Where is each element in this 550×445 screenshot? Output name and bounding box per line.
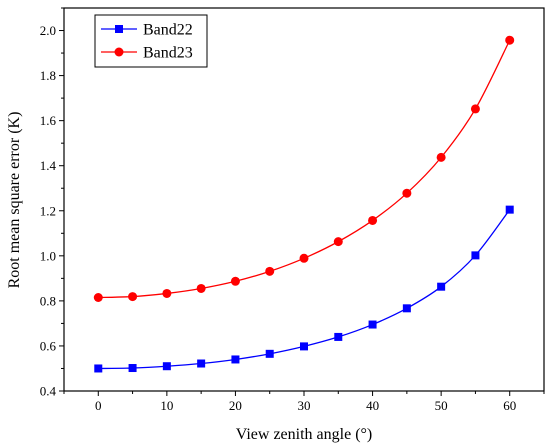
x-axis-ticks: 0 10 20 30 40 50 60	[63, 391, 545, 413]
band22-point	[265, 349, 274, 358]
band22-point	[437, 282, 446, 291]
y-tick-label: 1.4	[40, 158, 57, 173]
band23-point	[368, 215, 378, 225]
y-tick-label: 0.8	[40, 293, 56, 308]
y-tick-label: 0.4	[40, 384, 57, 399]
band23-point	[162, 288, 172, 298]
legend-band22-marker	[115, 25, 123, 33]
band23-point	[230, 276, 240, 286]
band22-point	[162, 362, 171, 371]
legend-band23-label: Band23	[143, 45, 193, 62]
band22-point	[197, 359, 206, 368]
band22-point	[231, 355, 240, 364]
x-tick-label: 50	[435, 398, 448, 413]
x-tick-label: 20	[229, 398, 242, 413]
legend-box	[94, 14, 208, 68]
band23-point	[196, 283, 206, 293]
band22-point	[300, 342, 308, 351]
legend: Band22 Band23	[94, 14, 208, 68]
y-tick-label: 1.2	[40, 203, 56, 218]
band22-point	[471, 251, 480, 260]
band22-point	[402, 304, 411, 313]
band23-point	[333, 237, 343, 247]
x-tick-label: 10	[160, 398, 173, 413]
y-axis-title: Root mean square error (K)	[6, 112, 23, 289]
y-tick-label: 2.0	[40, 23, 56, 38]
band23-point	[265, 266, 275, 276]
y-tick-label: 1.0	[40, 248, 56, 263]
band23-point	[402, 188, 412, 198]
y-tick-label: 0.6	[40, 338, 57, 353]
x-tick-label: 40	[366, 398, 379, 413]
band23-point	[93, 293, 103, 303]
band23-point	[299, 253, 309, 263]
x-tick-label: 30	[298, 398, 311, 413]
legend-band23-marker	[114, 47, 124, 57]
y-axis-ticks: 0.4 0.6 0.8 1.0 1.2 1.4 1.6 1.8 2.0	[40, 7, 64, 399]
series-layer	[93, 35, 515, 373]
y-tick-label: 1.8	[40, 68, 56, 83]
band23-point	[470, 104, 480, 114]
band23-point	[436, 152, 446, 162]
y-tick-label: 1.6	[40, 113, 57, 128]
band22-point	[368, 320, 377, 329]
band22-point	[128, 364, 137, 373]
x-axis-title: View zenith angle (°)	[236, 426, 373, 443]
band23-point	[505, 35, 515, 45]
band22-point	[334, 332, 343, 341]
band22-point	[94, 364, 103, 373]
band23-point	[128, 292, 138, 302]
x-tick-label: 60	[503, 398, 516, 413]
band22-point	[505, 205, 514, 214]
legend-band22-label: Band22	[143, 22, 193, 39]
x-tick-label: 0	[95, 398, 102, 413]
